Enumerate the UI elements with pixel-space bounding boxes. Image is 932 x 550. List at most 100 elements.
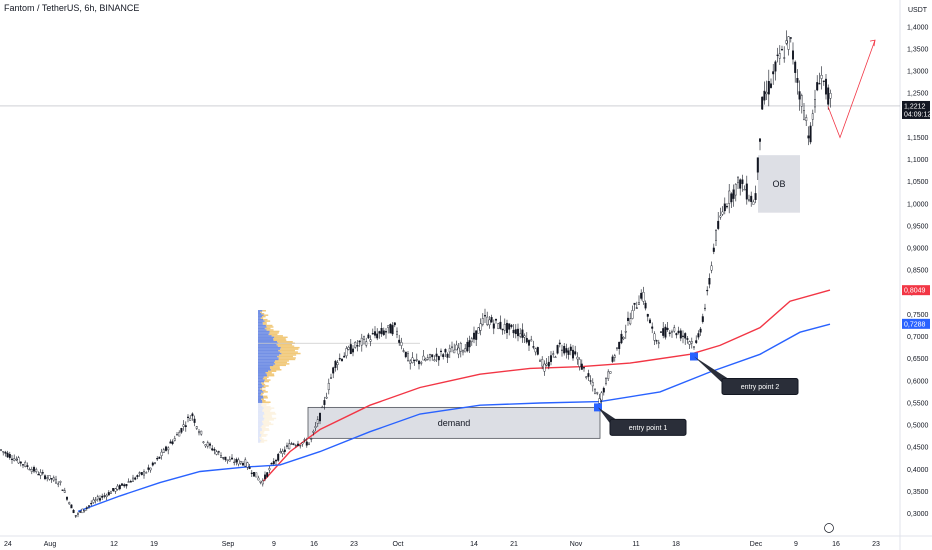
candle-body (114, 488, 117, 492)
volume-bar (266, 373, 275, 375)
candle-body (138, 472, 141, 474)
volume-bar (271, 335, 283, 337)
candle-body (748, 199, 751, 201)
candle-body (743, 189, 746, 191)
candle-body (255, 472, 258, 478)
candle-body (578, 359, 581, 367)
candle-body (682, 335, 685, 337)
candle-body (272, 461, 275, 465)
volume-bar (258, 423, 264, 426)
callout-label: entry point 1 (629, 425, 668, 432)
candle-body (580, 363, 583, 370)
candles (0, 30, 832, 518)
blue-moving-average (77, 323, 831, 513)
candle-body (545, 363, 548, 366)
currency-label: USDT (908, 7, 928, 14)
volume-bar (274, 336, 288, 339)
OB-box (758, 155, 800, 213)
candle-body (596, 392, 599, 394)
volume-bar (262, 405, 271, 408)
candle-body (178, 432, 181, 437)
candle-body (116, 485, 119, 490)
candle-body (246, 462, 249, 468)
candle-body (695, 340, 698, 343)
candle-body (585, 376, 588, 378)
candle-body (63, 490, 66, 493)
candle-body (94, 499, 97, 501)
candle-body (770, 83, 773, 88)
volume-bar (266, 326, 274, 328)
y-tick-label: 0,6000 (907, 378, 929, 385)
candle-body (341, 358, 344, 361)
candle-body (217, 451, 220, 453)
candle-body (721, 211, 724, 215)
x-axis: 24 Aug 12 19 Sep 9 16 23 Oct 14 21 Nov 11 18 Dec 9 16 23 (4, 523, 880, 548)
candle-body (591, 382, 594, 387)
candle-body (567, 350, 570, 355)
volume-bar (261, 383, 266, 386)
volume-bar (264, 413, 277, 415)
x-tick-label: 16 (832, 541, 840, 548)
candle-body (809, 125, 812, 143)
candle-body (422, 355, 425, 361)
candle-body (213, 449, 216, 451)
candle-body (281, 450, 284, 454)
candle-body (745, 183, 748, 200)
candle-body (424, 359, 427, 361)
volume-bar (269, 330, 280, 333)
candle-body (495, 318, 498, 321)
candle-body (451, 346, 454, 348)
red-moving-average (261, 289, 831, 484)
volume-bar (258, 343, 277, 346)
x-tick-label: 11 (632, 541, 639, 548)
candle-body (693, 346, 696, 348)
candle-body (811, 113, 814, 120)
candle-body (699, 328, 702, 333)
volume-bar (260, 311, 262, 313)
candle-body (404, 351, 407, 358)
candle-body (475, 330, 478, 340)
candle-body (160, 451, 163, 456)
candle-body (818, 83, 821, 85)
volume-bar (262, 321, 267, 324)
volume-bar (258, 385, 264, 387)
volume-bar (263, 391, 268, 393)
candle-body (149, 467, 152, 471)
volume-bar (260, 394, 263, 396)
candle-body (189, 417, 192, 421)
candle-body (783, 57, 786, 59)
candle-body (206, 442, 209, 447)
candle-body (195, 426, 198, 429)
candle-body (136, 475, 139, 478)
y-tick-label: 1,1000 (907, 157, 929, 164)
candle-body (4, 451, 7, 454)
y-tick-label: 0,5000 (907, 423, 929, 430)
candle-body (131, 477, 134, 482)
volume-bar (258, 435, 261, 437)
volume-bar (258, 417, 265, 420)
candle-body (464, 348, 467, 353)
candle-body (717, 220, 720, 229)
candle-body (208, 443, 211, 446)
candle-body (319, 412, 322, 422)
candle-body (673, 327, 676, 332)
candle-body (488, 319, 491, 326)
volume-bar (266, 329, 274, 331)
candle-body (374, 331, 377, 336)
volume-bar (258, 341, 278, 343)
candle-body (193, 418, 196, 423)
candle-body (391, 325, 394, 335)
volume-bar (258, 346, 281, 349)
volume-bar (258, 402, 262, 405)
callout-entry-point-2: entry point 2 (690, 352, 799, 395)
volume-bar (258, 324, 266, 327)
candle-body (134, 477, 137, 480)
x-tick-label: 9 (272, 541, 276, 548)
candle-body (622, 337, 625, 340)
y-tick-label: 0,9500 (907, 223, 929, 230)
volume-bar (258, 404, 261, 406)
volume-bar (258, 422, 263, 424)
volume-bar (258, 413, 265, 415)
